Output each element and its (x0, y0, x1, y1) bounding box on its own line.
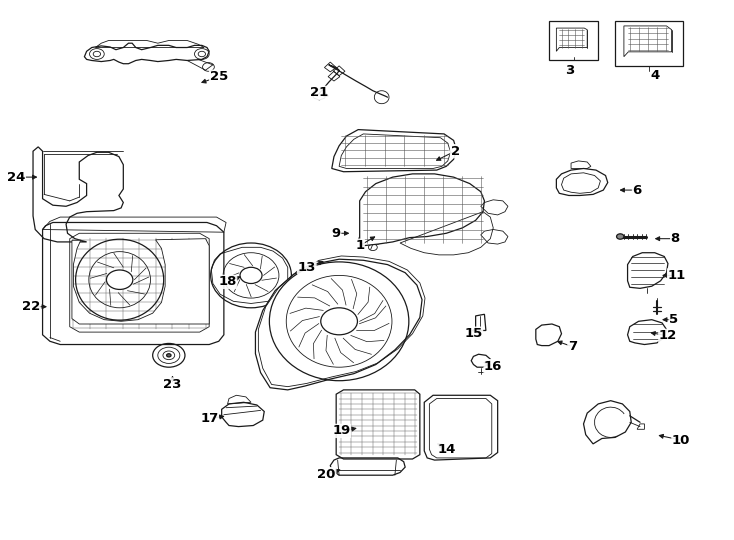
Text: 24: 24 (7, 171, 26, 184)
Text: 21: 21 (310, 86, 328, 99)
Text: 16: 16 (484, 360, 503, 373)
Text: 23: 23 (163, 378, 182, 391)
Polygon shape (556, 168, 608, 195)
Text: 3: 3 (565, 64, 574, 77)
Text: 4: 4 (651, 69, 660, 82)
Text: 2: 2 (451, 145, 459, 158)
Text: 10: 10 (672, 434, 691, 447)
Polygon shape (332, 130, 457, 172)
Ellipse shape (617, 234, 624, 239)
Text: 14: 14 (437, 443, 456, 456)
Polygon shape (43, 222, 224, 345)
Text: 1: 1 (355, 239, 364, 252)
Text: 13: 13 (297, 261, 316, 274)
Polygon shape (336, 390, 420, 459)
Polygon shape (556, 28, 587, 51)
Text: 12: 12 (659, 329, 677, 342)
Polygon shape (628, 320, 666, 345)
Text: 6: 6 (633, 184, 642, 197)
Polygon shape (255, 259, 422, 390)
Ellipse shape (321, 308, 357, 335)
Polygon shape (549, 21, 598, 60)
Text: 17: 17 (200, 412, 218, 425)
Polygon shape (222, 402, 264, 427)
Polygon shape (628, 253, 668, 288)
Polygon shape (624, 26, 672, 57)
Ellipse shape (106, 270, 133, 289)
Text: 5: 5 (669, 313, 678, 326)
Text: 18: 18 (218, 275, 237, 288)
Text: 9: 9 (332, 227, 341, 240)
Polygon shape (584, 401, 631, 444)
Text: 15: 15 (465, 327, 482, 340)
Text: 8: 8 (671, 232, 680, 245)
Text: 22: 22 (22, 300, 40, 313)
Text: 25: 25 (210, 70, 228, 83)
Polygon shape (615, 21, 683, 66)
Ellipse shape (167, 354, 171, 357)
Text: 20: 20 (317, 468, 336, 481)
Polygon shape (424, 395, 498, 460)
Ellipse shape (240, 267, 262, 284)
Polygon shape (72, 239, 209, 324)
Text: 11: 11 (668, 269, 686, 282)
Text: 19: 19 (333, 424, 350, 437)
Polygon shape (360, 174, 484, 246)
Text: 7: 7 (568, 340, 577, 353)
